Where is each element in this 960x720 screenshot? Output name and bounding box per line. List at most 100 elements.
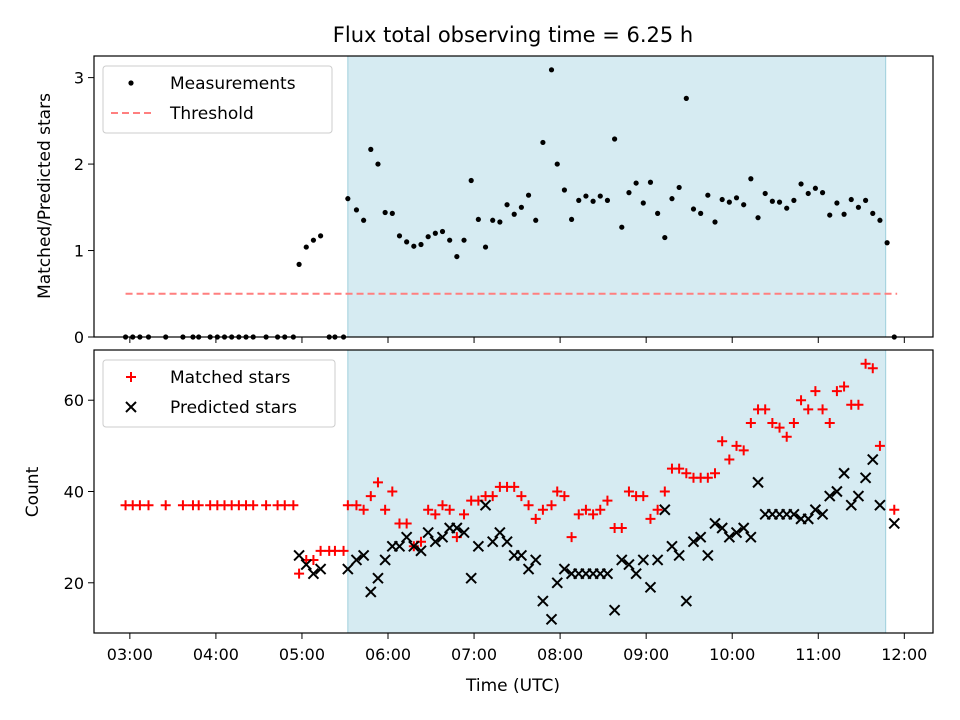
predicted-point bbox=[451, 522, 463, 534]
matched-point bbox=[781, 431, 792, 442]
x-axis-label: Time (UTC) bbox=[465, 676, 560, 696]
predicted-point bbox=[694, 531, 707, 543]
bottom-y-axis-label: Count bbox=[23, 466, 43, 517]
matched-point bbox=[767, 418, 778, 429]
measurement-point bbox=[382, 209, 388, 216]
predicted-point bbox=[522, 563, 535, 575]
measurement-point bbox=[762, 190, 768, 197]
predicted-point bbox=[888, 517, 900, 530]
matched-point bbox=[652, 504, 663, 515]
matched-point bbox=[602, 495, 613, 506]
measurement-point bbox=[497, 219, 503, 225]
x-tick-label: 06:00 bbox=[365, 645, 411, 664]
y-tick-label: 60 bbox=[64, 391, 84, 410]
matched-point bbox=[530, 513, 541, 524]
legend-label: Predicted stars bbox=[170, 398, 297, 418]
matched-point bbox=[444, 504, 455, 515]
measurement-point bbox=[511, 211, 517, 217]
measurement-point bbox=[733, 195, 740, 201]
matched-point bbox=[459, 509, 470, 520]
legend-box bbox=[102, 359, 336, 428]
matched-point bbox=[351, 500, 362, 511]
predicted-point bbox=[472, 540, 485, 552]
measurement-point bbox=[819, 190, 826, 196]
matched-point bbox=[177, 500, 188, 511]
bottom-series bbox=[120, 358, 900, 579]
measurement-point bbox=[454, 253, 460, 260]
measurement-point bbox=[439, 228, 446, 235]
predicted-point bbox=[687, 536, 700, 548]
predicted-point bbox=[422, 526, 434, 539]
matched-point bbox=[889, 504, 900, 515]
predicted-point bbox=[673, 549, 685, 562]
predicted-point bbox=[530, 554, 542, 566]
predicted-point bbox=[630, 567, 642, 580]
predicted-point bbox=[838, 467, 850, 479]
predicted-point bbox=[393, 540, 406, 552]
predicted-point bbox=[745, 531, 757, 543]
matched-point bbox=[248, 500, 259, 511]
measurement-point bbox=[805, 190, 811, 197]
matched-point bbox=[874, 440, 885, 451]
measurement-point bbox=[604, 197, 611, 203]
measurement-point bbox=[834, 200, 840, 206]
predicted-point bbox=[651, 554, 664, 566]
measurement-point bbox=[540, 139, 546, 146]
top-axes-frame bbox=[93, 55, 934, 338]
predicted-point bbox=[709, 517, 721, 530]
predicted-point bbox=[486, 536, 499, 548]
matched-point bbox=[288, 500, 299, 511]
measurement-point bbox=[389, 210, 395, 216]
predicted-point bbox=[716, 522, 728, 534]
matched-point bbox=[342, 500, 353, 511]
matched-point bbox=[796, 395, 807, 406]
predicted-point bbox=[601, 567, 614, 580]
legend-marker-measurements bbox=[128, 80, 134, 86]
x-tick-label: 10:00 bbox=[709, 645, 755, 664]
measurement-point bbox=[841, 211, 847, 217]
measurement-point bbox=[411, 243, 417, 249]
legend-marker-predicted bbox=[125, 401, 137, 413]
measurement-point bbox=[461, 237, 467, 243]
measurement-point bbox=[418, 241, 424, 248]
matched-point bbox=[817, 404, 828, 415]
x-tick-label: 05:00 bbox=[279, 645, 325, 664]
matched-point bbox=[710, 468, 721, 479]
predicted-point bbox=[802, 513, 814, 525]
measurement-point bbox=[741, 202, 747, 208]
predicted-point bbox=[723, 531, 736, 543]
matched-point bbox=[338, 545, 349, 556]
measurement-point bbox=[425, 234, 431, 240]
measurement-point bbox=[870, 210, 876, 216]
measurement-point bbox=[647, 179, 654, 185]
measurement-point bbox=[296, 261, 302, 267]
matched-point bbox=[315, 545, 326, 556]
measurement-point bbox=[619, 224, 625, 230]
bottom-panel: 20 40 60 03:00 04:00 05:00 06:00 07:00 08:00 09:0… bbox=[64, 349, 934, 664]
measurement-point bbox=[303, 244, 309, 250]
predicted-point bbox=[852, 490, 865, 502]
predicted-point bbox=[608, 604, 621, 616]
matched-point bbox=[279, 500, 290, 511]
x-tick-label: 12:00 bbox=[881, 645, 927, 664]
predicted-point bbox=[644, 581, 657, 594]
legend-marker-matched bbox=[126, 372, 136, 382]
measurement-point bbox=[877, 217, 883, 223]
matched-point bbox=[853, 399, 864, 410]
measurement-point bbox=[769, 198, 775, 204]
predicted-point bbox=[365, 586, 377, 598]
matched-point bbox=[645, 513, 656, 524]
y-tick-label: 0 bbox=[74, 328, 84, 347]
matched-point bbox=[387, 486, 398, 497]
measurement-point bbox=[776, 199, 783, 205]
predicted-point bbox=[831, 485, 843, 498]
measurement-point bbox=[698, 210, 704, 216]
matched-point bbox=[401, 518, 412, 529]
predicted-point bbox=[867, 453, 879, 466]
x-tick-label: 03:00 bbox=[107, 645, 153, 664]
measurement-point bbox=[590, 198, 596, 204]
measurement-point bbox=[525, 192, 532, 198]
measurement-point bbox=[884, 240, 890, 246]
matched-point bbox=[580, 504, 591, 515]
matched-point bbox=[717, 436, 728, 447]
